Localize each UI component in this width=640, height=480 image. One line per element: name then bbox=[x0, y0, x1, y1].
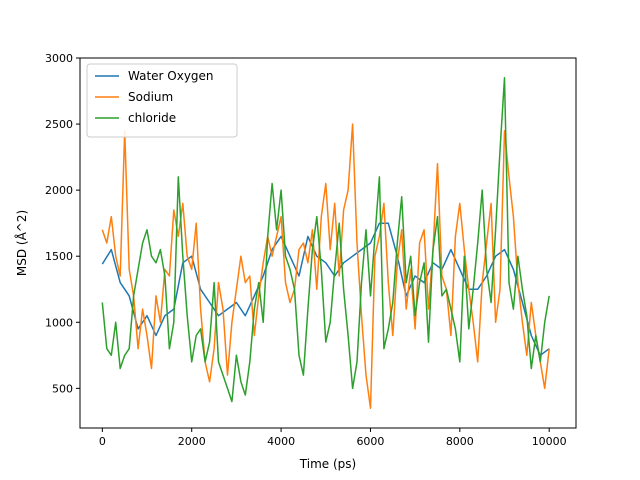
plot-frame bbox=[79, 57, 577, 429]
series-line-3 bbox=[101, 77, 550, 403]
y-axis: 500 1000 1500 2000 2500 3000 bbox=[45, 52, 80, 395]
y-tick-label: 2000 bbox=[45, 184, 73, 197]
x-axis-label: Time (ps) bbox=[299, 457, 356, 471]
x-tick-label: 6000 bbox=[356, 435, 384, 448]
legend: Water Oxygen Sodium chloride bbox=[86, 63, 238, 138]
x-axis: 0 2000 4000 6000 8000 10000 bbox=[99, 428, 567, 448]
series-line-1 bbox=[101, 222, 550, 357]
x-tick-label: 8000 bbox=[446, 435, 474, 448]
y-tick-label: 500 bbox=[52, 382, 73, 395]
x-tick-label: 4000 bbox=[267, 435, 295, 448]
y-tick-label: 1000 bbox=[45, 316, 73, 329]
y-tick-label: 2500 bbox=[45, 118, 73, 131]
x-tick-label: 0 bbox=[99, 435, 106, 448]
legend-box bbox=[86, 63, 238, 138]
y-axis-label: MSD (Å^2) bbox=[14, 210, 29, 276]
y-tick-label: 3000 bbox=[45, 52, 73, 65]
series-layer bbox=[101, 77, 550, 409]
legend-label: chloride bbox=[128, 111, 176, 125]
y-tick-label: 1500 bbox=[45, 250, 73, 263]
x-tick-label: 10000 bbox=[532, 435, 567, 448]
legend-label: Water Oxygen bbox=[128, 69, 214, 83]
legend-label: Sodium bbox=[128, 90, 173, 104]
x-tick-label: 2000 bbox=[178, 435, 206, 448]
